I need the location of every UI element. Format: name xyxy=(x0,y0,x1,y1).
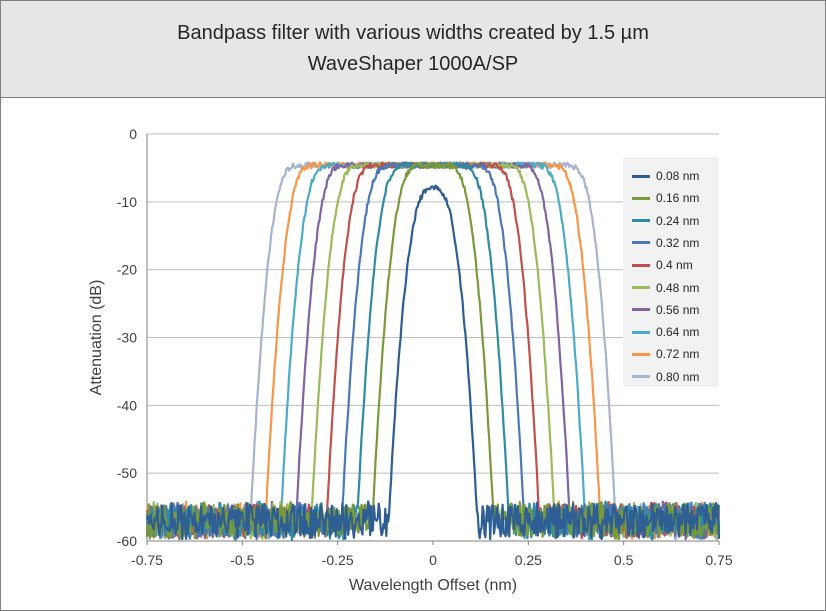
legend-label: 0.64 nm xyxy=(656,325,700,340)
legend-item: 0.80 nm xyxy=(632,369,699,385)
legend-label: 0.48 nm xyxy=(656,280,700,295)
legend-item: 0.48 nm xyxy=(632,280,699,296)
y-tick-label: 0 xyxy=(129,126,137,142)
legend-swatch xyxy=(632,174,650,178)
legend-item: 0.32 nm xyxy=(632,235,699,251)
legend-label: 0.32 nm xyxy=(656,235,700,250)
legend-label: 0.4 nm xyxy=(656,258,693,273)
x-tick-label: 0 xyxy=(429,552,437,568)
legend-item: 0.16 nm xyxy=(632,190,699,206)
legend-item: 0.56 nm xyxy=(632,302,699,318)
y-tick-label: -60 xyxy=(117,533,137,549)
chart-title-line-2: WaveShaper 1000A/SP xyxy=(307,53,519,75)
chart-legend: 0.08 nm 0.16 nm 0.24 nm 0.32 nm 0.4 nm 0.48 n… xyxy=(623,157,719,387)
legend-swatch xyxy=(632,352,650,356)
legend-label: 0.56 nm xyxy=(656,302,700,317)
series-line xyxy=(145,184,721,541)
legend-swatch xyxy=(632,286,650,289)
legend-swatch xyxy=(632,263,650,267)
y-axis-title: Attenuation (dB) xyxy=(88,280,105,396)
legend-label: 0.80 nm xyxy=(656,369,700,384)
x-tick-label: -0.75 xyxy=(131,552,163,568)
legend-swatch xyxy=(632,375,650,379)
legend-label: 0.72 nm xyxy=(656,347,700,362)
legend-swatch xyxy=(632,330,650,334)
x-tick-label: 0.5 xyxy=(614,552,634,568)
chart-title-bar: Bandpass filter with various widths crea… xyxy=(1,1,825,98)
y-tick-label: -10 xyxy=(117,194,137,210)
legend-swatch xyxy=(632,219,650,223)
legend-label: 0.08 nm xyxy=(656,169,700,183)
legend-label: 0.16 nm xyxy=(656,191,700,206)
legend-item: 0.64 nm xyxy=(632,324,699,340)
legend-swatch xyxy=(632,196,650,200)
x-tick-label: 0.75 xyxy=(705,552,732,568)
legend-swatch xyxy=(632,308,650,312)
chart-title-line-1: Bandpass filter with various widths crea… xyxy=(177,22,649,44)
legend-item: 0.08 nm xyxy=(632,168,699,184)
legend-item: 0.24 nm xyxy=(632,213,699,229)
legend-item: 0.72 nm xyxy=(632,346,699,362)
legend-label: 0.24 nm xyxy=(656,213,700,228)
x-tick-label: -0.25 xyxy=(322,552,354,568)
legend-item: 0.4 nm xyxy=(632,257,693,273)
y-tick-label: -50 xyxy=(117,465,137,481)
y-tick-label: -40 xyxy=(117,397,137,413)
x-axis-title: Wavelength Offset (nm) xyxy=(349,577,517,594)
y-tick-label: -20 xyxy=(117,262,137,278)
y-tick-label: -30 xyxy=(117,330,137,346)
x-tick-label: -0.5 xyxy=(230,552,254,568)
legend-swatch xyxy=(632,241,650,245)
x-tick-label: 0.25 xyxy=(515,552,542,568)
